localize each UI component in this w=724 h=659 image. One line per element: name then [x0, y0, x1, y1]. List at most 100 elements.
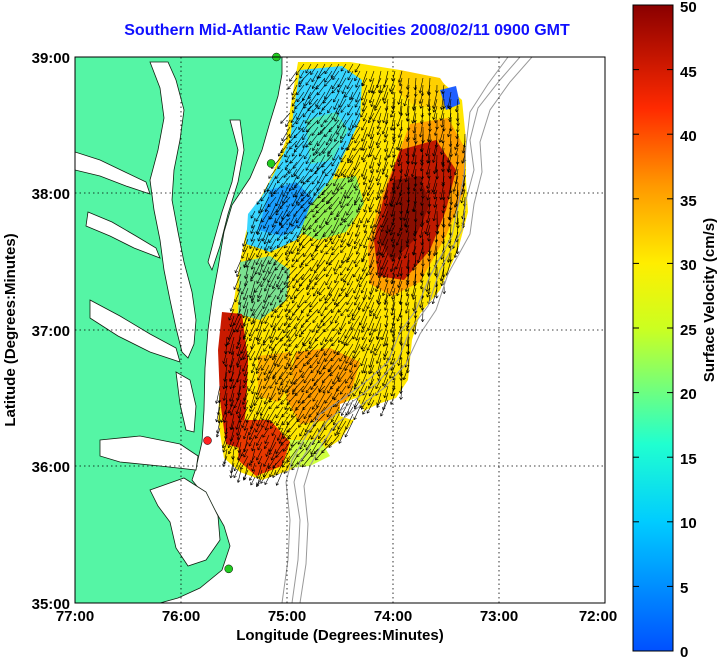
velocity-vector: [338, 287, 347, 297]
velocity-vector: [375, 196, 382, 213]
grid-lines: [75, 57, 605, 603]
x-tick-label: 76:00: [162, 608, 200, 625]
velocity-vector: [354, 357, 361, 368]
velocity-vector: [368, 322, 375, 336]
x-tick-label: 72:00: [579, 608, 617, 625]
velocity-vector: [308, 189, 319, 205]
velocity-vector: [295, 63, 305, 76]
velocity-vector: [403, 245, 410, 259]
velocity-vector: [455, 133, 460, 148]
velocity-vector: [257, 294, 263, 302]
velocity-vector: [256, 196, 263, 205]
velocity-vector: [310, 448, 319, 457]
velocity-vector: [381, 203, 389, 218]
velocity-vector: [369, 203, 375, 213]
velocity-vector: [399, 385, 403, 400]
velocity-vector: [242, 294, 249, 309]
colorbar-tick-label: 20: [680, 386, 697, 403]
velocity-vector: [362, 301, 368, 312]
velocity-vector: [326, 406, 333, 418]
velocity-vector: [292, 280, 298, 289]
velocity-vector: [368, 350, 375, 368]
velocity-vector: [339, 350, 347, 362]
velocity-vector: [347, 126, 354, 137]
velocity-vector: [299, 427, 305, 437]
delmarva-lagoon: [207, 119, 245, 272]
velocity-vector: [276, 399, 284, 409]
velocity-vector: [344, 420, 354, 438]
velocity-vector: [355, 259, 361, 268]
velocity-vector: [299, 364, 305, 373]
velocity-vector: [305, 385, 312, 394]
velocity-vector: [308, 329, 319, 345]
velocity-vector: [334, 427, 340, 436]
velocity-vector: [290, 434, 298, 447]
y-tick-label: 38:00: [32, 186, 70, 203]
velocity-vector: [353, 385, 361, 397]
velocity-vector: [340, 154, 347, 163]
velocity-vector: [327, 280, 333, 290]
velocity-vector: [319, 217, 326, 229]
velocity-vector: [361, 315, 368, 329]
velocity-vector: [276, 413, 284, 427]
velocity-vector: [236, 357, 242, 368]
velocity-vector: [340, 196, 347, 208]
velocity-vector: [304, 420, 312, 433]
velocity-vector: [242, 350, 249, 360]
velocity-vector: [235, 413, 242, 430]
velocity-vector: [301, 455, 312, 468]
velocity-vector: [354, 133, 361, 144]
velocity-vector: [383, 133, 389, 143]
velocity-vector: [268, 455, 277, 470]
velocity-vector: [269, 343, 277, 359]
velocity-vector: [248, 329, 256, 342]
velocity-vector: [285, 252, 291, 261]
velocity-vector: [331, 154, 340, 167]
velocity-vector: [432, 203, 438, 222]
velocity-vector: [242, 231, 249, 247]
velocity-vector: [256, 329, 263, 342]
velocity-vector: [243, 448, 249, 458]
velocity-vector: [291, 462, 298, 471]
velocity-vector: [368, 329, 375, 343]
velocity-vector: [301, 266, 312, 281]
velocity-vector: [305, 63, 312, 74]
velocity-vector: [310, 441, 319, 455]
velocity-vector: [268, 392, 277, 403]
velocity-vector: [249, 469, 256, 481]
velocity-vector: [399, 196, 403, 206]
velocity-vector: [340, 280, 347, 292]
velocity-vector: [352, 308, 361, 321]
bathymetry-contours: [281, 57, 533, 603]
velocity-vector: [278, 434, 284, 444]
velocity-vector: [398, 294, 403, 305]
velocity-vector: [351, 315, 361, 331]
velocity-vector: [283, 462, 291, 474]
velocity-vector: [243, 420, 249, 431]
velocity-vector: [270, 315, 277, 328]
velocity-vector: [251, 385, 256, 395]
velocity-vector: [368, 385, 375, 397]
velocity-vector: [405, 238, 410, 248]
velocity-vector: [257, 371, 263, 381]
velocity-vector: [338, 427, 347, 444]
velocity-vector: [413, 203, 417, 213]
velocity-vector: [333, 98, 340, 110]
velocity-vector: [360, 105, 368, 118]
velocity-vector: [262, 259, 270, 273]
velocity-vector: [248, 245, 256, 261]
velocity-vector: [403, 203, 410, 221]
velocity-vector: [250, 217, 256, 229]
velocity-vector: [261, 357, 270, 371]
velocity-vector: [420, 196, 424, 206]
velocity-vector: [350, 168, 361, 182]
velocity-vector: [305, 161, 312, 171]
velocity-vector: [412, 126, 417, 141]
velocity-vector: [278, 294, 284, 303]
colorbar-tick-label: 40: [680, 128, 697, 145]
velocity-vector: [304, 294, 312, 304]
velocity-vector: [310, 427, 319, 440]
velocity-vector: [331, 161, 340, 177]
velocity-vector: [368, 154, 375, 169]
velocity-vector: [326, 217, 333, 226]
